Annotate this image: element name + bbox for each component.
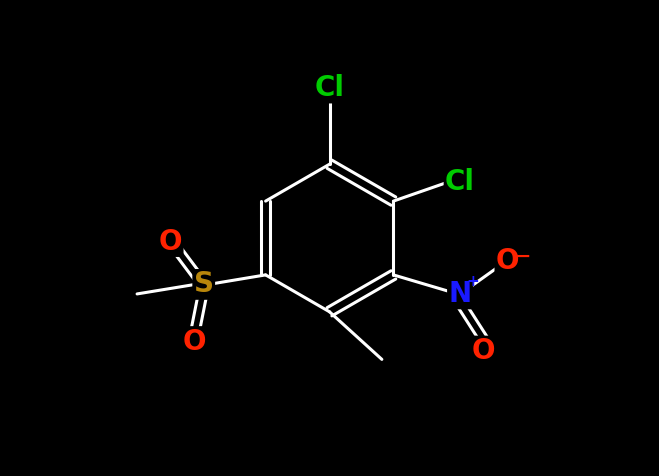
Text: O: O (159, 228, 182, 256)
Text: O: O (472, 337, 496, 365)
Text: N: N (449, 280, 472, 308)
Text: Cl: Cl (445, 168, 475, 196)
Text: O: O (496, 247, 519, 275)
Text: S: S (194, 270, 214, 298)
Text: Cl: Cl (314, 74, 345, 102)
Text: −: − (515, 248, 532, 266)
Text: O: O (183, 327, 206, 356)
Text: +: + (467, 274, 479, 288)
